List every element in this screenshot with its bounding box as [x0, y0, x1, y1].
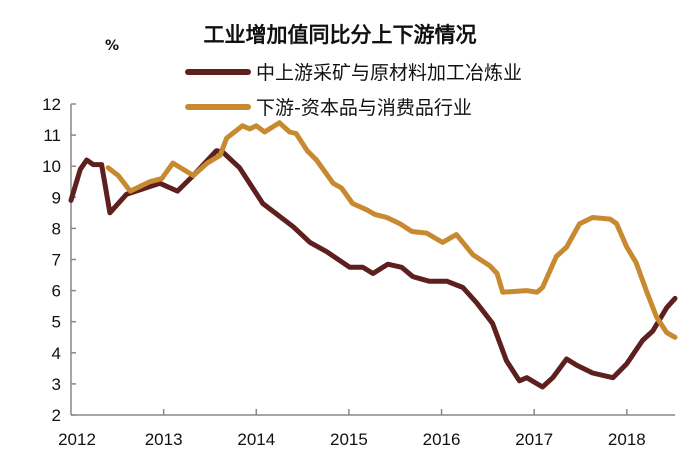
chart-title: 工业增加值同比分上下游情况 [204, 23, 477, 47]
y-tick-label: 11 [43, 126, 61, 145]
y-tick-label: 5 [52, 313, 61, 332]
axes: 2 3 4 5 6 7 8 9 10 11 12 2012 2013 2014 2015 2016 2017 20… [42, 95, 675, 449]
x-tick-label: 2013 [145, 430, 183, 449]
y-tick-label: 9 [52, 188, 61, 207]
y-tick-label: 10 [42, 157, 61, 176]
x-tick-label: 2015 [330, 430, 368, 449]
y-tick-label: 3 [52, 375, 61, 394]
y-axis-unit: % [105, 38, 119, 54]
series-line-upstream [68, 148, 678, 390]
x-tick-label: 2016 [423, 430, 461, 449]
series-lines [68, 120, 678, 390]
y-tick-label: 12 [42, 95, 61, 114]
legend: 中上游采矿与原材料加工冶炼业 下游-资本品与消费品行业 [185, 62, 522, 119]
legend-label-downstream: 下游-资本品与消费品行业 [256, 97, 472, 119]
legend-label-upstream: 中上游采矿与原材料加工冶炼业 [256, 62, 522, 84]
y-tick-label: 8 [52, 219, 61, 238]
x-tick-label: 2018 [608, 430, 646, 449]
x-tick-label: 2012 [58, 430, 96, 449]
y-tick-label: 4 [52, 344, 61, 363]
y-tick-label: 2 [52, 406, 61, 425]
y-tick-label: 7 [52, 251, 61, 270]
x-tick-label: 2014 [237, 430, 275, 449]
y-tick-label: 6 [52, 282, 61, 301]
series-line-downstream [105, 120, 678, 340]
x-tick-label: 2017 [515, 430, 553, 449]
